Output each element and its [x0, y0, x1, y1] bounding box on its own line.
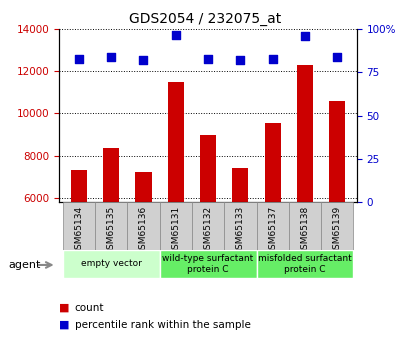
Bar — [167, 82, 183, 202]
Bar — [159, 202, 191, 250]
Text: GSM65137: GSM65137 — [267, 206, 276, 255]
Bar — [288, 202, 320, 250]
Text: wild-type surfactant
protein C: wild-type surfactant protein C — [162, 254, 253, 274]
Bar — [159, 250, 256, 278]
Bar — [264, 123, 280, 202]
Point — [333, 54, 340, 60]
Point — [108, 54, 114, 60]
Bar — [95, 202, 127, 250]
Point — [172, 32, 179, 37]
Text: GSM65136: GSM65136 — [139, 206, 148, 255]
Text: count: count — [74, 303, 104, 313]
Bar — [256, 250, 353, 278]
Bar — [63, 250, 159, 278]
Text: GSM65135: GSM65135 — [106, 206, 115, 255]
Text: ■: ■ — [59, 303, 70, 313]
Point — [140, 58, 146, 63]
Bar — [232, 168, 248, 202]
Text: ■: ■ — [59, 320, 70, 330]
Bar — [256, 202, 288, 250]
Bar — [191, 202, 224, 250]
Text: percentile rank within the sample: percentile rank within the sample — [74, 320, 250, 330]
Text: empty vector: empty vector — [81, 259, 141, 268]
Text: agent: agent — [8, 260, 40, 270]
Text: GSM65139: GSM65139 — [332, 206, 341, 255]
Bar — [200, 135, 216, 202]
Text: GSM65134: GSM65134 — [74, 206, 83, 255]
Bar — [71, 170, 87, 202]
Point — [75, 56, 82, 61]
Text: GSM65132: GSM65132 — [203, 206, 212, 255]
Text: GSM65131: GSM65131 — [171, 206, 180, 255]
Point — [236, 58, 243, 63]
Bar — [135, 172, 151, 202]
Point — [269, 56, 275, 61]
Bar — [103, 148, 119, 202]
Bar — [63, 202, 95, 250]
Bar — [127, 202, 159, 250]
Bar — [296, 65, 312, 202]
Text: misfolded surfactant
protein C: misfolded surfactant protein C — [258, 254, 351, 274]
Text: GSM65133: GSM65133 — [235, 206, 244, 255]
Point — [301, 33, 308, 39]
Point — [204, 56, 211, 61]
Bar — [328, 101, 344, 202]
Text: GSM65138: GSM65138 — [300, 206, 309, 255]
Text: GDS2054 / 232075_at: GDS2054 / 232075_at — [128, 12, 281, 26]
Bar — [224, 202, 256, 250]
Bar — [320, 202, 353, 250]
